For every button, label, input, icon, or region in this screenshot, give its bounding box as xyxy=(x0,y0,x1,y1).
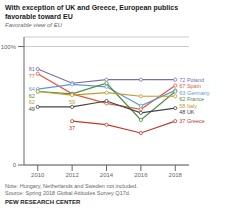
html-text:favorable toward EU: favorable toward EU xyxy=(5,13,73,20)
svg-text:64: 64 xyxy=(29,86,35,92)
svg-text:100%: 100% xyxy=(8,44,17,50)
svg-text:63 Germany: 63 Germany xyxy=(179,90,210,96)
svg-text:37: 37 xyxy=(69,125,75,131)
svg-text:2014: 2014 xyxy=(100,172,114,178)
svg-text:2016: 2016 xyxy=(134,172,148,178)
svg-text:2012: 2012 xyxy=(65,172,79,178)
svg-text:37 Greece: 37 Greece xyxy=(179,118,205,124)
svg-text:2010: 2010 xyxy=(31,172,45,178)
html-text:Favorable view of EU: Favorable view of EU xyxy=(5,22,62,28)
svg-text:62: 62 xyxy=(29,99,35,105)
svg-text:62: 62 xyxy=(29,93,35,99)
svg-text:49: 49 xyxy=(29,106,35,112)
svg-text:2018: 2018 xyxy=(169,172,183,178)
svg-text:67 Spain: 67 Spain xyxy=(179,83,201,89)
svg-text:48 UK: 48 UK xyxy=(179,109,195,115)
svg-text:72 Poland: 72 Poland xyxy=(179,77,204,83)
svg-text:59: 59 xyxy=(69,99,75,105)
svg-text:58 Italy: 58 Italy xyxy=(179,103,197,109)
html-text:Note: Hungary, Netherlands and: Note: Hungary, Netherlands and Sweden no… xyxy=(5,183,138,189)
html-text:PEW RESEARCH CENTER: PEW RESEARCH CENTER xyxy=(5,199,81,205)
svg-text:77: 77 xyxy=(29,73,35,79)
svg-text:62 France: 62 France xyxy=(179,96,204,102)
svg-text:0: 0 xyxy=(13,162,17,168)
svg-text:81: 81 xyxy=(29,66,35,72)
html-text:With exception of UK and Greec: With exception of UK and Greece, Europea… xyxy=(5,4,178,11)
html-text:Source: Spring 2018 Global Att: Source: Spring 2018 Global Attitudes Sur… xyxy=(5,190,131,196)
